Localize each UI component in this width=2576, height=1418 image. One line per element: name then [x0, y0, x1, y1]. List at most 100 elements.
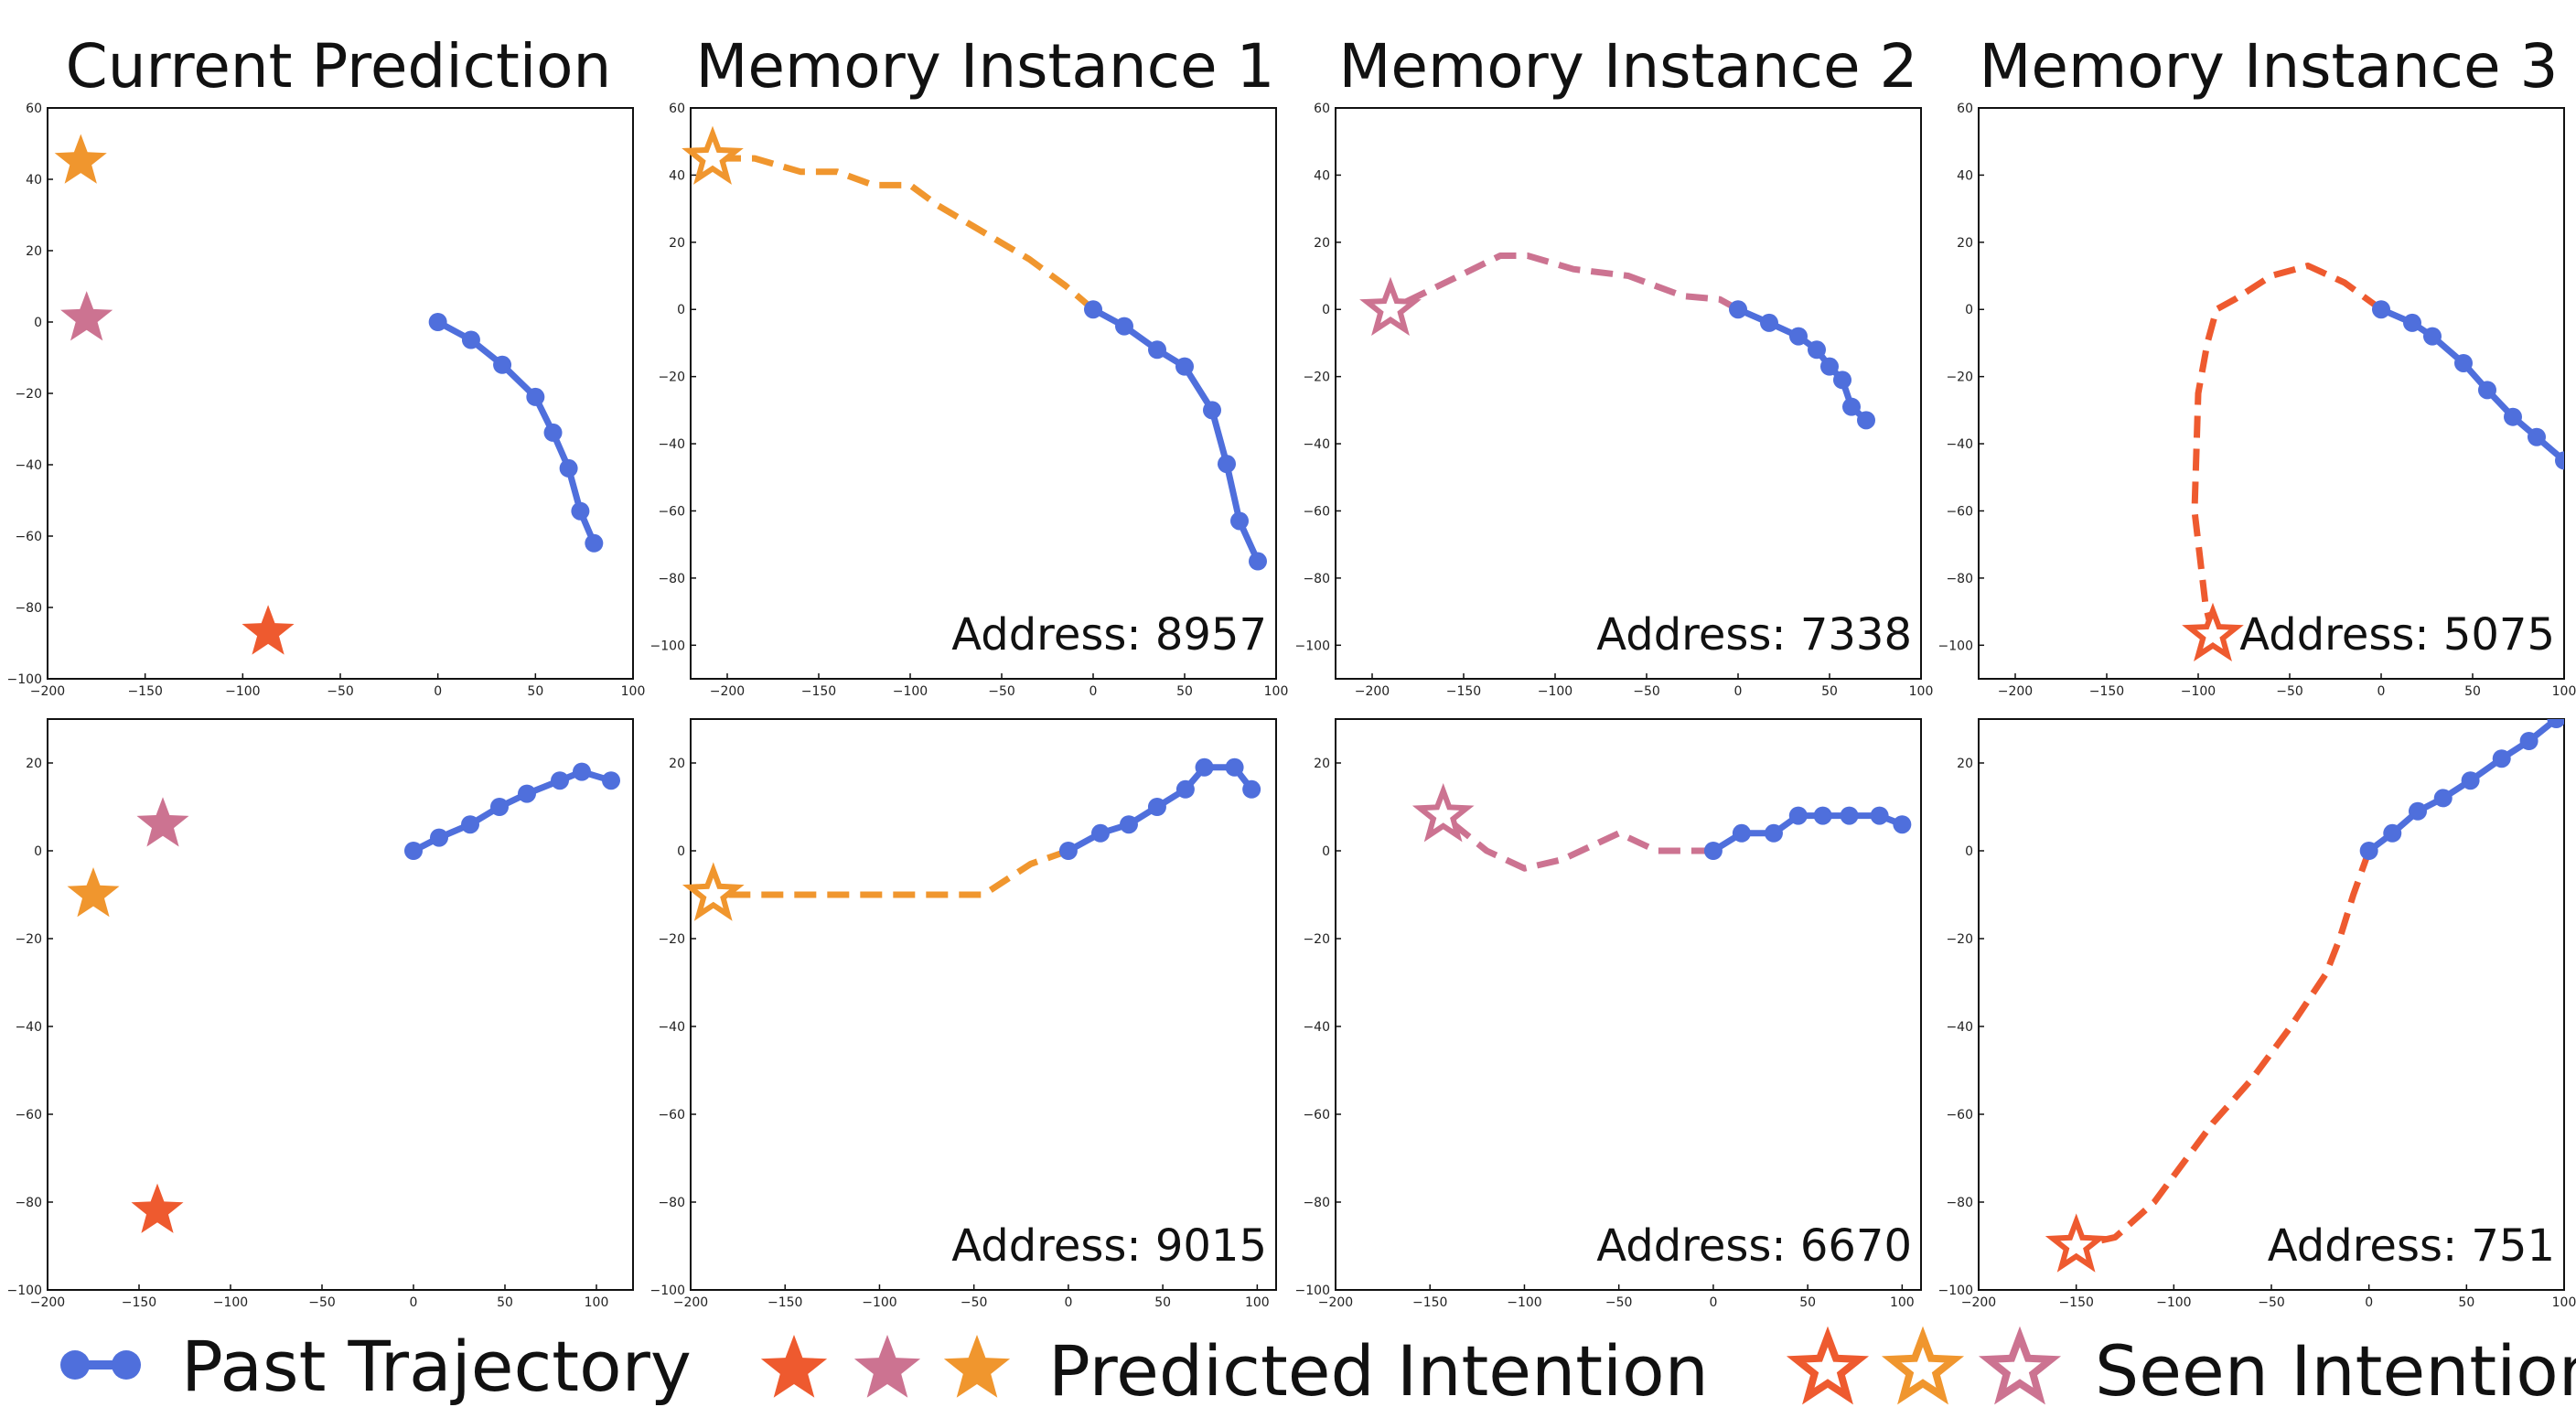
plot-frame — [690, 107, 1277, 680]
plot-area — [1441, 806, 1912, 872]
legend-seen-star — [1881, 1326, 1965, 1405]
y-tick-label: −100 — [1938, 1284, 1973, 1298]
past-trajectory-point — [573, 762, 591, 781]
seen-intention-star — [2182, 602, 2244, 662]
column-title-memory-instance-3: Memory Instance 3 — [1979, 31, 2558, 102]
past-trajectory-point — [2409, 801, 2427, 821]
x-tick-label: −100 — [862, 1295, 896, 1310]
x-tick-label: 100 — [1909, 684, 1934, 699]
plot-frame — [47, 718, 634, 1291]
y-tick-label: −40 — [658, 437, 685, 452]
past-trajectory-point — [490, 798, 509, 816]
x-tick-label: −50 — [327, 684, 354, 699]
past-trajectory-point — [1764, 823, 1783, 843]
y-tick-label: −20 — [658, 932, 685, 947]
past-trajectory-point — [2461, 771, 2480, 790]
predicted-intention-star — [54, 134, 107, 184]
x-tick-label: −100 — [225, 684, 260, 699]
y-tick-label: −20 — [15, 387, 42, 402]
past-trajectory-point — [602, 771, 620, 790]
y-tick-label: 20 — [1314, 236, 1330, 251]
x-tick-label: 100 — [2552, 1295, 2576, 1310]
x-tick-label: 50 — [1799, 1295, 1816, 1310]
future-trajectory-line — [1389, 252, 1740, 313]
past-trajectory-point — [2528, 427, 2546, 446]
plot-panel: −200 −150 −100 −50 0 50 100 20 0 −20 −40 −60 −80 −100… — [1295, 718, 1922, 1310]
x-tick-label: 100 — [1264, 684, 1289, 699]
past-trajectory-point — [1833, 371, 1852, 390]
past-trajectory-point — [461, 815, 479, 834]
future-trajectory-line — [713, 155, 1096, 312]
y-tick-label: −60 — [1303, 504, 1330, 519]
x-tick-label: −150 — [122, 1295, 156, 1310]
past-trajectory-point — [1091, 823, 1110, 843]
x-tick-label: −100 — [893, 684, 928, 699]
past-trajectory-point — [1870, 806, 1889, 825]
y-tick-label: −100 — [650, 1284, 685, 1298]
plot-panel: −200 −150 −100 −50 0 50 100 60 40 20 0 −20 −40 −60 −80… — [7, 102, 646, 699]
past-trajectory-point — [1119, 815, 1138, 834]
memory-address-label: Address: 7338 — [1596, 609, 1912, 661]
y-tick-label: −40 — [1303, 437, 1330, 452]
y-tick-label: −40 — [1946, 437, 1973, 452]
legend-seen-star — [1978, 1326, 2062, 1405]
past-trajectory-point — [1218, 455, 1236, 474]
y-tick-label: −60 — [1303, 1108, 1330, 1123]
past-trajectory-point — [1729, 300, 1747, 319]
y-tick-label: 0 — [677, 303, 685, 317]
x-tick-label: 0 — [1064, 1295, 1072, 1310]
x-tick-label: −100 — [213, 1295, 248, 1310]
past-trajectory-point — [1857, 411, 1875, 430]
y-tick-label: 40 — [1314, 168, 1330, 183]
past-trajectory-point — [1820, 357, 1839, 376]
legend-seen-label: Seen Intention — [2095, 1330, 2576, 1412]
plot-area — [428, 313, 604, 553]
x-tick-label: −100 — [1507, 1295, 1541, 1310]
past-trajectory-point — [461, 330, 480, 349]
legend-seen-star — [1786, 1326, 1870, 1405]
x-tick-label: 50 — [1821, 684, 1838, 699]
y-tick-label: −60 — [1946, 1108, 1973, 1123]
past-trajectory-point — [430, 828, 448, 847]
x-tick-label: 100 — [2552, 684, 2576, 699]
past-trajectory-point — [1175, 357, 1194, 376]
x-tick-label: 50 — [2464, 684, 2481, 699]
past-trajectory-point — [2359, 842, 2378, 860]
future-trajectory-line — [713, 847, 1070, 898]
past-trajectory-point — [1203, 401, 1221, 420]
past-trajectory-line — [436, 318, 597, 545]
legend-predicted-star — [760, 1335, 828, 1398]
plot-area — [713, 757, 1261, 898]
column-title-current-prediction: Current Prediction — [66, 31, 612, 102]
plot-panel: −200 −150 −100 −50 0 50 100 60 40 20 0 −20 −40 −60 −80… — [1938, 102, 2576, 699]
predicted-intention-star — [67, 867, 120, 918]
y-tick-label: −100 — [1938, 639, 1973, 653]
past-trajectory-point — [1148, 340, 1166, 360]
past-trajectory-point — [2383, 823, 2402, 843]
future-trajectory-line — [1441, 812, 1713, 872]
y-tick-label: −20 — [658, 371, 685, 385]
y-tick-label: −40 — [15, 458, 42, 473]
y-tick-label: 40 — [1957, 168, 1973, 183]
past-trajectory-point — [1813, 806, 1832, 825]
past-trajectory-point — [1084, 300, 1102, 319]
x-tick-label: −100 — [2181, 684, 2216, 699]
y-tick-label: 60 — [1314, 102, 1330, 116]
y-tick-label: 0 — [1322, 303, 1330, 317]
legend-seen-stars — [1786, 1326, 2062, 1405]
x-tick-label: 0 — [1089, 684, 1098, 699]
past-trajectory-point — [585, 533, 604, 553]
plot-frame — [47, 107, 634, 680]
x-tick-label: −200 — [1961, 1295, 1996, 1310]
past-trajectory-point — [2547, 719, 2564, 728]
x-tick-label: −50 — [2258, 1295, 2285, 1310]
x-tick-label: 50 — [2458, 1295, 2474, 1310]
past-trajectory-point — [2454, 353, 2473, 372]
past-trajectory-point — [1058, 842, 1078, 860]
x-tick-label: −50 — [308, 1295, 336, 1310]
y-tick-label: −80 — [15, 601, 42, 616]
past-trajectory-point — [1788, 806, 1808, 825]
y-tick-label: −60 — [658, 504, 685, 519]
x-tick-label: −150 — [1446, 684, 1481, 699]
past-trajectory-point — [493, 355, 512, 374]
